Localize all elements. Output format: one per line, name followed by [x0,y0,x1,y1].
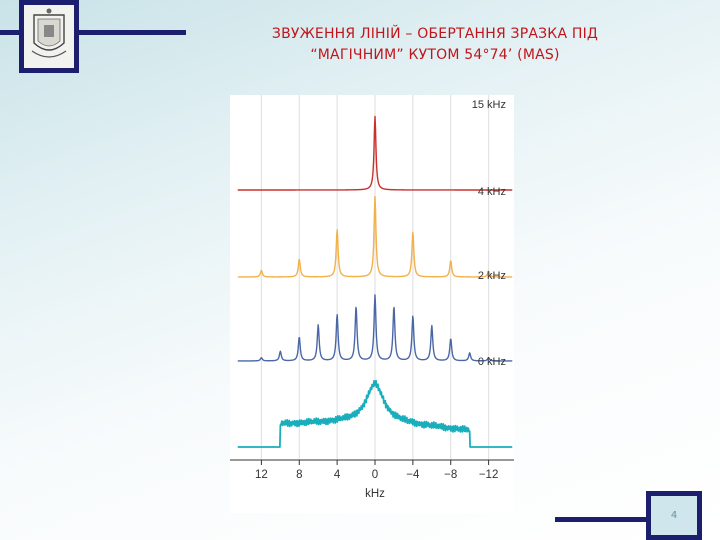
university-logo [19,0,79,73]
series-line-1 [237,195,513,278]
emblem-icon [24,5,74,68]
series-label-2: 2 kHz [478,270,506,282]
series-line-2 [237,294,513,362]
mas-spectra-svg: 15 kHz 4 kHz 2 kHz 0 kHz 12 8 4 0 −4 −8 −12 kHz [230,95,514,500]
x-tick-label-5: −8 [444,469,457,481]
grid-layer [260,95,490,460]
bottom-right-bar [555,517,646,522]
series-label-0: 15 kHz [472,99,506,111]
page-number-box: 4 [646,491,702,540]
series-3: 0 kHz [237,356,513,448]
series-label-1: 4 kHz [478,186,506,198]
x-tick-label-6: −12 [479,469,499,481]
top-left-bar [0,30,19,35]
page-number: 4 [651,496,697,535]
x-tick-label-4: −4 [406,469,420,481]
x-axis-label: kHz [365,488,385,500]
emblem-shield-icon [31,8,67,58]
x-tick-label-0: 12 [255,469,268,481]
slide-title-line1: ЗВУЖЕННЯ ЛІНІЙ – ОБЕРТАННЯ ЗРАЗКА ПІД [271,26,599,42]
x-tick-label-2: 4 [334,469,341,481]
x-axis: 12 8 4 0 −4 −8 −12 kHz [230,459,514,500]
slide-title-line2: “МАГІЧНИМ” КУТОМ 54°74’ (MAS) [310,47,560,63]
slide-title: ЗВУЖЕННЯ ЛІНІЙ – ОБЕРТАННЯ ЗРАЗКА ПІД “М… [210,24,660,66]
series-line-3 [237,379,513,448]
series-layer: 15 kHz 4 kHz 2 kHz 0 kHz [237,99,513,448]
x-tick-label-1: 8 [296,469,302,481]
series-2: 2 kHz [237,270,513,362]
series-label-3: 0 kHz [478,356,506,368]
series-0: 15 kHz [237,99,513,191]
top-right-bar [79,30,186,35]
x-tick-label-3: 0 [372,469,378,481]
series-1: 4 kHz [237,186,513,278]
mas-spectra-chart: 15 kHz 4 kHz 2 kHz 0 kHz 12 8 4 0 −4 −8 −12 kHz [230,95,514,513]
